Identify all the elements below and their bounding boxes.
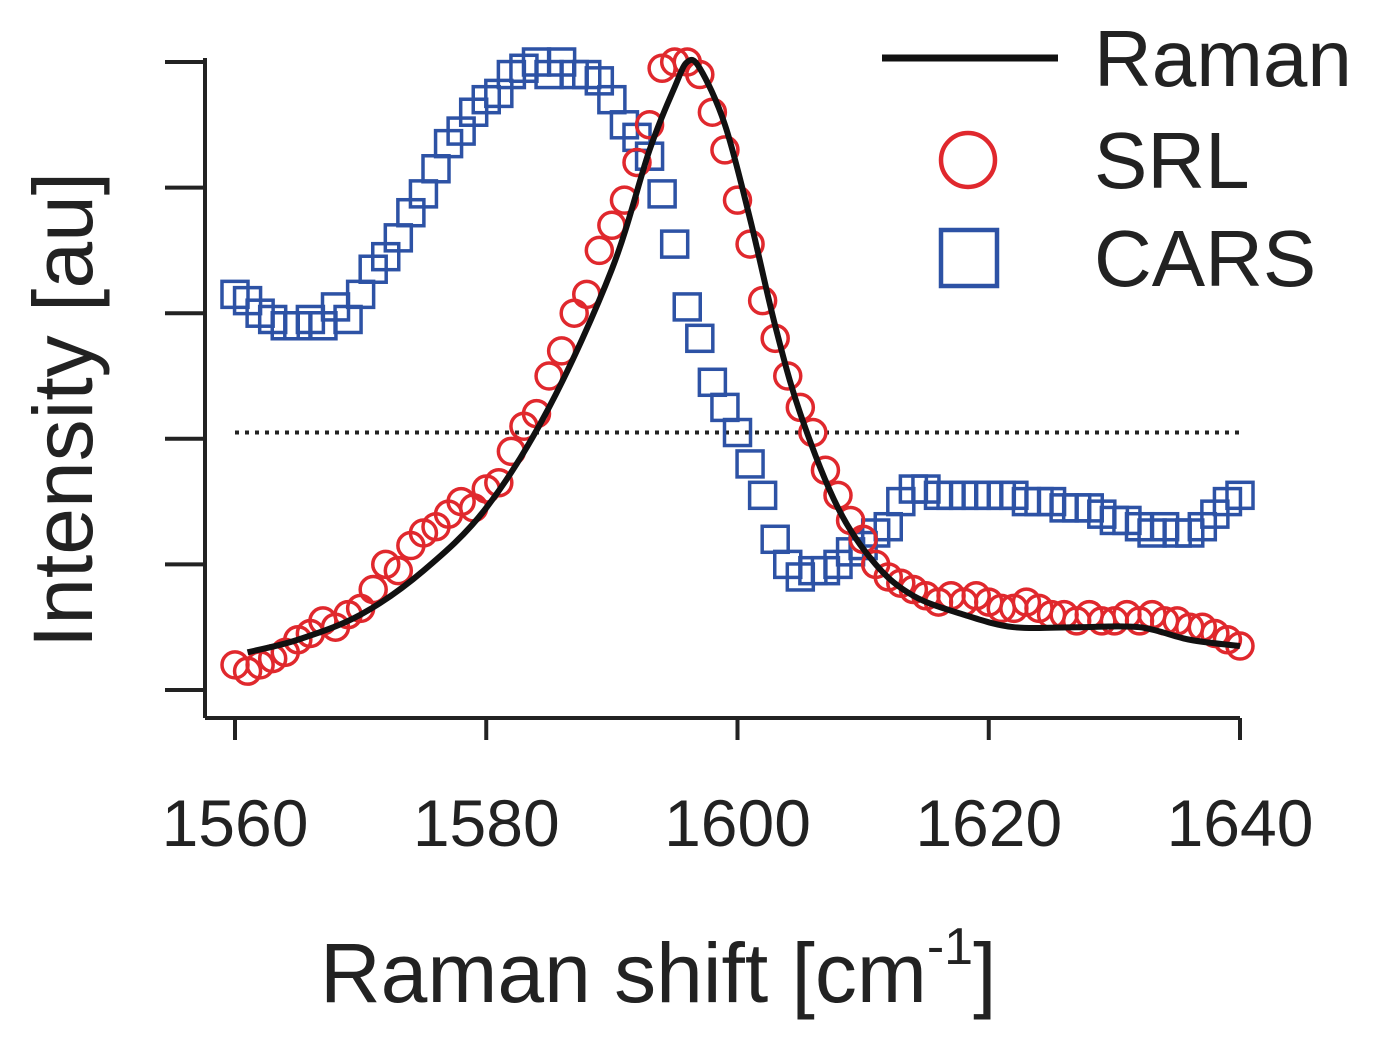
cars-point: [345, 279, 376, 310]
cars-point: [672, 292, 702, 322]
y-axis-title: Intensity [au]: [16, 172, 110, 648]
x-tick-label: 1560: [162, 786, 309, 860]
series-cars: [220, 47, 1255, 592]
legend-label-srl: SRL: [1094, 116, 1250, 205]
srl-point: [722, 185, 753, 215]
srl-point: [622, 147, 652, 178]
x-axis-title-close: ]: [973, 926, 996, 1020]
cars-point: [1225, 480, 1255, 511]
legend-swatch-cars: [938, 227, 1000, 289]
cars-point: [722, 417, 753, 448]
legend: Raman SRL CARS: [882, 14, 1352, 303]
cars-point: [685, 323, 715, 354]
x-axis-title-main: Raman shift [cm: [320, 926, 927, 1020]
cars-point: [647, 179, 677, 209]
series-raman: [246, 56, 1241, 656]
srl-point: [584, 235, 615, 266]
x-tick-label: 1640: [1167, 786, 1314, 860]
cars-point: [421, 154, 451, 184]
cars-point: [747, 480, 778, 511]
axes: 1560 1580 1600 1620 1640: [162, 58, 1314, 860]
raman-line: [246, 56, 1241, 656]
cars-point: [760, 524, 790, 555]
cars-point: [735, 449, 765, 479]
srl-point: [710, 135, 740, 165]
legend-swatch-srl: [938, 130, 998, 190]
x-tick-label: 1580: [413, 786, 560, 860]
srl-point: [358, 574, 388, 605]
srl-point: [634, 110, 665, 140]
srl-point: [747, 285, 778, 316]
legend-label-raman: Raman: [1094, 14, 1352, 103]
cars-point: [659, 229, 690, 259]
x-tick-label: 1620: [915, 786, 1062, 860]
cars-point: [710, 392, 740, 423]
x-axis-title: Raman shift [cm-1]: [320, 918, 996, 1020]
srl-point: [559, 298, 589, 328]
srl-point: [383, 555, 414, 586]
cars-point: [697, 367, 728, 398]
legend-label-cars: CARS: [1094, 214, 1316, 303]
srl-point: [685, 59, 715, 90]
labels-layer: Intensity [au] Raman shift [cm-1]: [16, 172, 996, 1020]
x-tick-label: 1600: [664, 786, 811, 860]
series-layer: [220, 47, 1255, 686]
x-axis-title-superscript: -1: [927, 918, 973, 976]
